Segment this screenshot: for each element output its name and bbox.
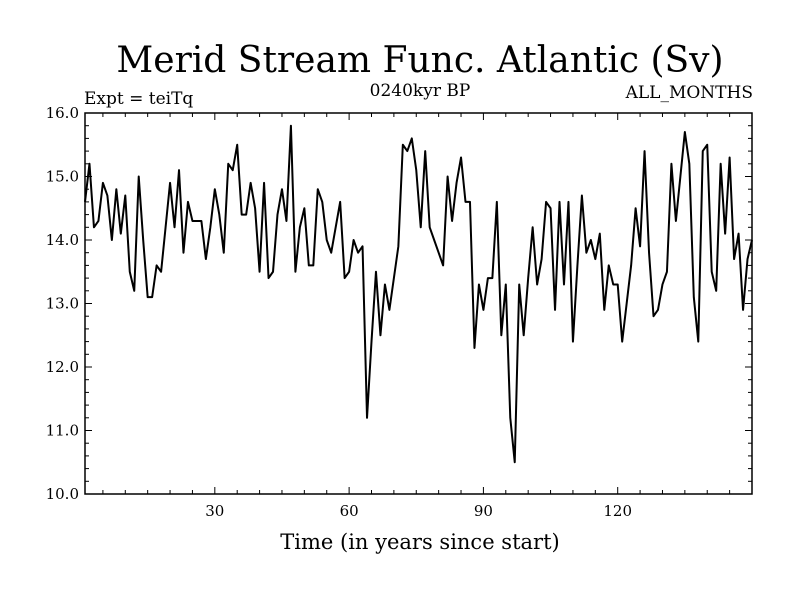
y-tick-label: 16.0 (46, 104, 79, 122)
y-tick-label: 11.0 (46, 422, 79, 440)
x-axis-label: Time (in years since start) (280, 530, 559, 554)
x-tick-label: 120 (603, 502, 632, 520)
months-label: ALL_MONTHS (625, 83, 753, 103)
y-tick-label: 13.0 (46, 295, 79, 313)
x-tick-label: 90 (474, 502, 493, 520)
y-tick-label: 10.0 (46, 485, 79, 503)
x-tick-label: 30 (205, 502, 224, 520)
period-label: 0240kyr BP (370, 81, 471, 101)
x-tick-label: 60 (340, 502, 359, 520)
y-tick-label: 12.0 (46, 358, 79, 376)
axis-ticks (85, 112, 752, 495)
experiment-label: Expt = teiTq (84, 89, 193, 109)
y-tick-label: 15.0 (46, 168, 79, 186)
tick-labels: 10.0 11.0 12.0 13.0 14.0 15.0 16.0 30 60 90 120 (46, 104, 632, 520)
series-line (84, 124, 753, 464)
y-tick-label: 14.0 (46, 231, 79, 249)
chart-title: Merid Stream Func. Atlantic (Sv) (116, 40, 723, 81)
